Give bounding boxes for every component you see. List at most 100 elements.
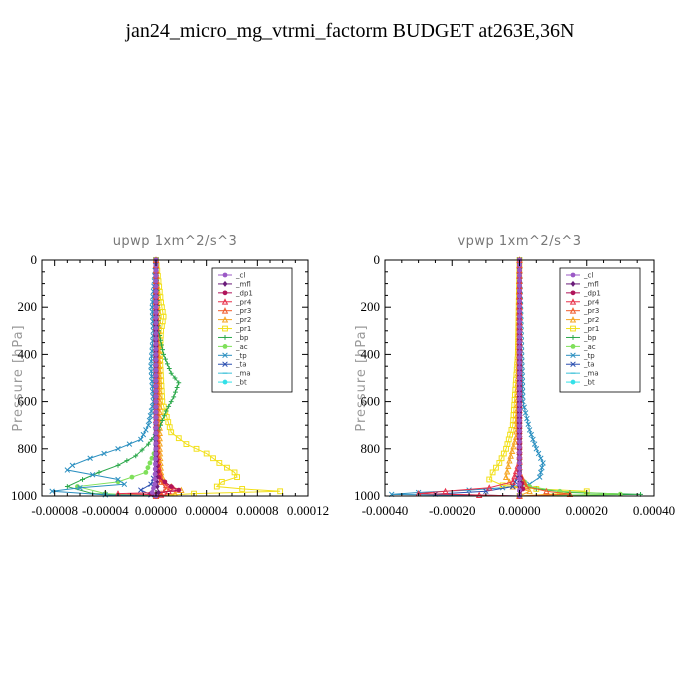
data-point <box>157 478 165 485</box>
data-point <box>489 469 496 476</box>
data-point <box>442 487 449 495</box>
data-point <box>172 375 178 381</box>
data-point <box>517 267 522 273</box>
data-point <box>140 431 147 438</box>
data-point <box>101 450 107 457</box>
series-markers-tp <box>49 257 159 499</box>
series-line-ac <box>77 260 157 497</box>
legend-label: _pr4 <box>235 298 252 306</box>
series-line-tp <box>52 259 157 497</box>
data-point <box>145 422 152 428</box>
legend-box <box>559 267 641 393</box>
data-point <box>77 484 83 491</box>
y-tick-label: 0 <box>31 252 38 267</box>
data-point <box>174 385 180 390</box>
data-point <box>176 380 182 386</box>
data-point <box>475 491 483 498</box>
data-point <box>517 423 522 429</box>
data-point <box>517 386 522 392</box>
data-point <box>159 418 165 423</box>
data-point <box>511 438 519 445</box>
data-point <box>153 294 159 300</box>
data-point <box>153 310 159 315</box>
plot-upwp: upwp 1xm^2/s^3 Pressure [hPa] 0 200 400 600 80… <box>11 234 329 518</box>
data-point <box>522 410 529 416</box>
data-point <box>168 399 174 404</box>
data-point <box>153 278 159 284</box>
data-point <box>517 460 522 466</box>
data-point <box>153 352 159 357</box>
data-point <box>517 380 522 386</box>
data-point <box>176 487 182 493</box>
x-tick-label: 0.00004 <box>186 503 229 518</box>
data-point <box>517 278 522 283</box>
data-point <box>153 325 159 331</box>
legend-label: _pr2 <box>235 316 251 324</box>
data-point <box>530 436 536 443</box>
legend-label: _pr2 <box>583 316 599 324</box>
legend-marker <box>569 307 577 314</box>
data-point <box>153 331 159 336</box>
data-point <box>517 476 522 482</box>
data-point <box>168 484 174 489</box>
data-point <box>517 449 522 455</box>
legend-marker <box>570 325 576 332</box>
data-point <box>148 353 155 359</box>
legend-label: _bt <box>235 379 247 387</box>
series-markers-pr4 <box>415 256 523 499</box>
legend-marker <box>221 298 229 305</box>
data-point <box>69 462 76 469</box>
data-point <box>525 421 531 428</box>
data-point <box>124 458 130 463</box>
y-axis-label: Pressure [hPa] <box>11 324 26 431</box>
data-point <box>153 315 159 321</box>
data-point <box>168 429 175 436</box>
data-point <box>153 289 159 294</box>
data-point <box>148 408 155 414</box>
data-point <box>496 460 503 466</box>
y-tick-label: 200 <box>361 299 381 314</box>
data-point <box>535 450 542 457</box>
legend-marker <box>222 280 228 287</box>
y-tick-label: 800 <box>18 441 38 456</box>
data-point <box>153 393 159 399</box>
data-point <box>170 485 177 492</box>
legend-label: _tp <box>235 352 247 360</box>
data-point <box>153 299 159 305</box>
data-point <box>148 363 154 369</box>
legend-marker <box>222 272 228 278</box>
plot-title: upwp 1xm^2/s^3 <box>113 234 238 249</box>
data-point <box>153 336 159 342</box>
data-point <box>115 476 121 483</box>
data-point <box>517 391 522 397</box>
data-point <box>224 464 230 471</box>
data-point <box>153 357 159 363</box>
data-point <box>175 435 182 442</box>
y-tick-label: 200 <box>18 299 38 314</box>
legend-marker <box>222 379 228 385</box>
legend-label: _pr1 <box>583 325 599 333</box>
data-point <box>154 474 159 481</box>
data-point <box>517 434 522 439</box>
data-point <box>277 488 284 495</box>
x-tick-label: -0.00004 <box>82 503 129 518</box>
data-point <box>149 455 155 461</box>
data-point <box>149 490 155 495</box>
data-point <box>239 486 246 492</box>
data-point <box>517 272 522 278</box>
data-point <box>517 324 522 330</box>
legend-label: _tp <box>583 352 595 360</box>
data-point <box>153 435 159 441</box>
data-point <box>163 408 169 414</box>
data-point <box>153 409 159 415</box>
data-point <box>517 418 522 423</box>
data-point <box>153 425 159 431</box>
data-point <box>153 320 159 326</box>
data-point <box>153 378 159 384</box>
series-line-pr1 <box>488 259 587 497</box>
data-point <box>524 415 530 422</box>
data-point <box>138 436 144 443</box>
data-point <box>165 361 170 367</box>
data-point <box>517 407 522 413</box>
legend-label: _ta <box>235 361 247 369</box>
